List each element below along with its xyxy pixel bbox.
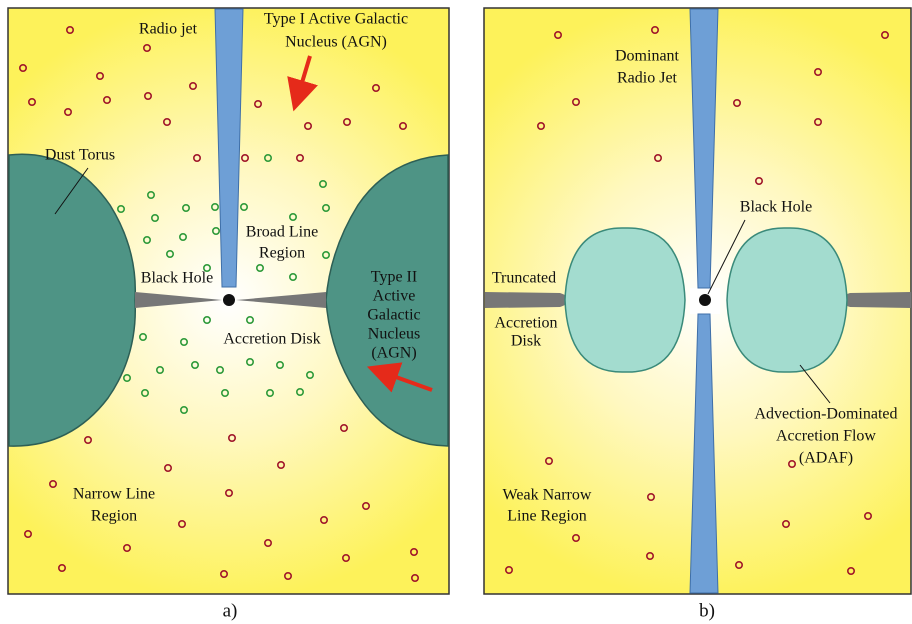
label: Type II — [371, 269, 417, 286]
truncated-disk — [485, 292, 570, 308]
label: Accretion Flow — [776, 428, 876, 445]
black-hole — [699, 294, 711, 306]
label: Galactic — [367, 307, 420, 324]
caption: b) — [699, 600, 715, 621]
label: Region — [259, 245, 305, 262]
label: Weak Narrow — [503, 487, 592, 504]
label: Active — [373, 288, 416, 305]
panel-a: Radio jet Type I Active Galactic Nucleus… — [8, 8, 449, 621]
label: Type I Active Galactic — [264, 11, 408, 28]
label: Black Hole — [740, 199, 812, 216]
label: (AGN) — [371, 345, 416, 362]
label: Broad Line — [246, 224, 318, 241]
label: Line Region — [507, 508, 587, 525]
label: Accretion Disk — [223, 331, 320, 348]
label: Narrow Line — [73, 486, 155, 503]
label: (ADAF) — [799, 450, 853, 467]
label: Radio Jet — [617, 70, 678, 87]
label: Dust Torus — [45, 147, 115, 164]
adaf — [565, 228, 685, 372]
label: Accretion — [494, 315, 557, 332]
label: Advection-Dominated — [754, 406, 897, 423]
label: Black Hole — [141, 270, 213, 287]
adaf — [727, 228, 847, 372]
label: Truncated — [492, 270, 556, 287]
label: Dominant — [615, 48, 680, 65]
label: Nucleus — [368, 326, 420, 343]
diagram: Radio jet Type I Active Galactic Nucleus… — [0, 0, 912, 624]
label: Region — [91, 508, 137, 525]
truncated-disk — [839, 292, 911, 308]
label: Disk — [511, 333, 541, 350]
label: Nucleus (AGN) — [285, 34, 387, 51]
panel-b: Dominant Radio Jet Black Hole Truncated … — [484, 8, 911, 621]
label: Radio jet — [139, 21, 198, 38]
black-hole — [223, 294, 235, 306]
caption: a) — [223, 600, 238, 621]
